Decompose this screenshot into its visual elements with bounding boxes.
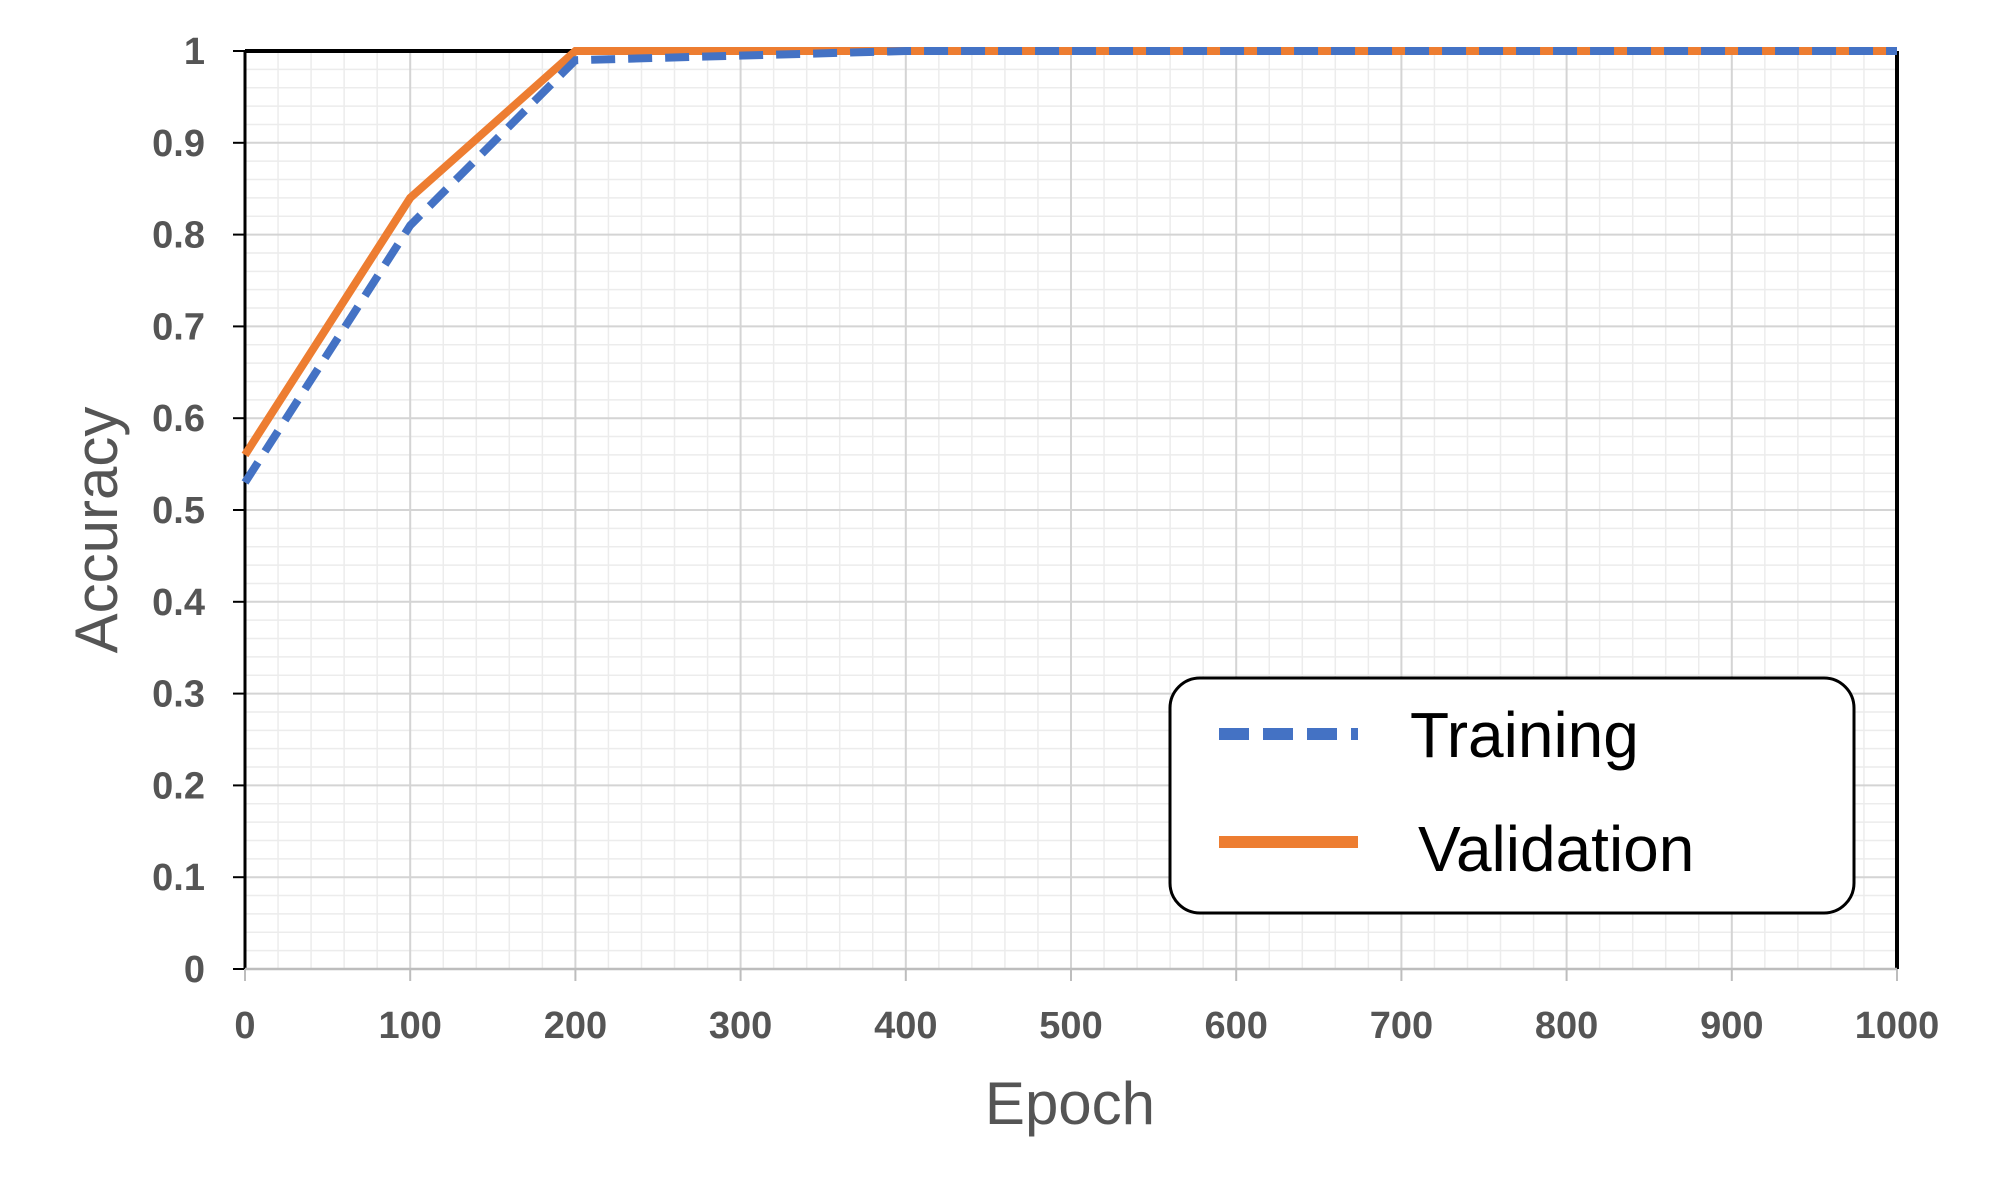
- legend-label-training: Training: [1410, 699, 1639, 771]
- x-tick-label: 1000: [1855, 1005, 1940, 1047]
- y-tick-label: 0.3: [152, 674, 205, 716]
- y-tick-label: 0.9: [152, 123, 205, 165]
- x-axis-ticks: 0 100 200 300 400 500 600 700 800 900 1000: [234, 969, 1939, 1047]
- y-tick-label: 0.1: [152, 857, 205, 899]
- y-axis-title: Accuracy: [63, 407, 130, 654]
- y-tick-label: 0.6: [152, 398, 205, 440]
- series-line-training: [241, 47, 1897, 485]
- legend-label-validation: Validation: [1418, 813, 1694, 885]
- y-tick-label: 0.4: [152, 582, 205, 624]
- y-tick-label: 0.8: [152, 215, 205, 257]
- legend: Training Validation: [1168, 676, 1856, 915]
- x-tick-label: 600: [1204, 1005, 1267, 1047]
- y-tick-label: 0: [184, 949, 205, 991]
- x-tick-label: 100: [378, 1005, 441, 1047]
- y-tick-label: 0.7: [152, 306, 205, 348]
- y-tick-label: 0.5: [152, 490, 205, 532]
- x-tick-label: 200: [544, 1005, 607, 1047]
- x-axis-title: Epoch: [985, 1070, 1155, 1137]
- y-tick-label: 0.2: [152, 765, 205, 807]
- series-layer: [241, 47, 1897, 485]
- x-tick-label: 300: [709, 1005, 772, 1047]
- y-tick-label: 1: [184, 31, 205, 73]
- x-tick-label: 700: [1370, 1005, 1433, 1047]
- x-tick-label: 900: [1700, 1005, 1763, 1047]
- y-axis-ticks: 0 0.1 0.2 0.3 0.4 0.5 0.6 0.7 0.8 0.9 1: [152, 31, 245, 991]
- x-tick-label: 0: [234, 1005, 255, 1047]
- legend-box: [1168, 676, 1856, 915]
- x-tick-label: 800: [1535, 1005, 1598, 1047]
- x-tick-label: 400: [874, 1005, 937, 1047]
- x-tick-label: 500: [1039, 1005, 1102, 1047]
